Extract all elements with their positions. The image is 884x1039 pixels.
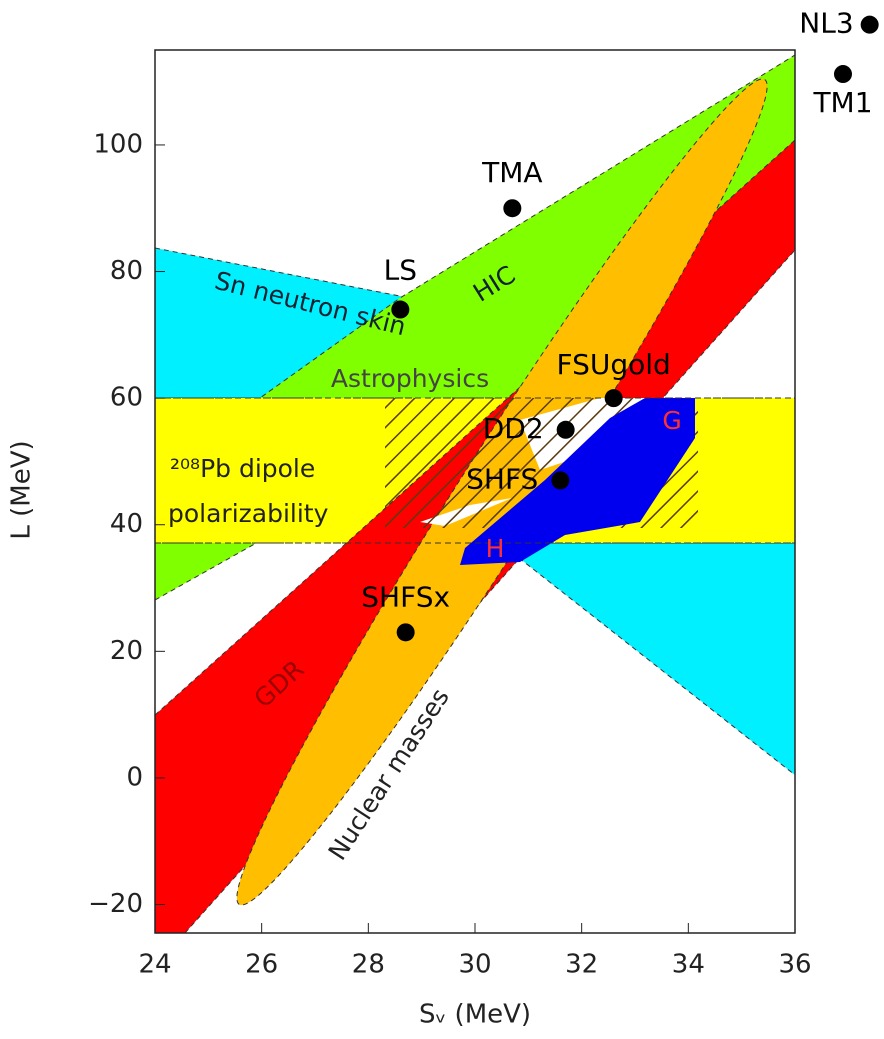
point (396, 623, 415, 642)
y-tick-label: 40 (110, 509, 143, 539)
region-label: Astrophysics (331, 364, 489, 393)
point-label: TM1 (812, 86, 872, 119)
y-tick-label: 20 (110, 636, 143, 666)
y-tick-label: 60 (110, 383, 143, 413)
regions (155, 54, 795, 933)
y-tick-label: 80 (110, 256, 143, 286)
x-tick-label: 24 (138, 950, 171, 980)
point-label: SHFSx (361, 580, 450, 613)
point-label: LS (384, 254, 417, 287)
point-label: FSUgold (556, 348, 670, 381)
x-tick-label: 36 (778, 950, 811, 980)
y-tick-label: −20 (88, 889, 143, 919)
point-label: SHFS (466, 462, 538, 495)
point-label: NL3 (799, 7, 853, 40)
region-label: ²⁰⁸Pb dipole (170, 454, 315, 483)
x-tick-label: 32 (565, 950, 598, 980)
neutron-skin-region (498, 542, 795, 776)
region-label: polarizability (168, 499, 329, 528)
point (551, 471, 570, 490)
point-label: TMA (481, 156, 542, 189)
point (556, 420, 575, 439)
x-tick-label: 26 (245, 950, 278, 980)
blue-region (460, 398, 695, 565)
point (834, 65, 852, 84)
x-tick-label: 30 (458, 950, 491, 980)
point (604, 389, 623, 408)
y-tick-label: 0 (126, 762, 143, 792)
region-label: G (662, 406, 681, 435)
y-axis-label: L (MeV) (7, 440, 37, 539)
point (860, 15, 879, 34)
point (503, 199, 522, 218)
y-tick-label: 100 (93, 129, 143, 159)
point-label: DD2 (483, 412, 544, 445)
point (391, 300, 410, 319)
region-label: H (486, 534, 505, 563)
x-axis-label: Sᵥ (MeV) (419, 1000, 531, 1030)
x-tick-label: 34 (672, 950, 705, 980)
x-tick-label: 28 (352, 950, 385, 980)
